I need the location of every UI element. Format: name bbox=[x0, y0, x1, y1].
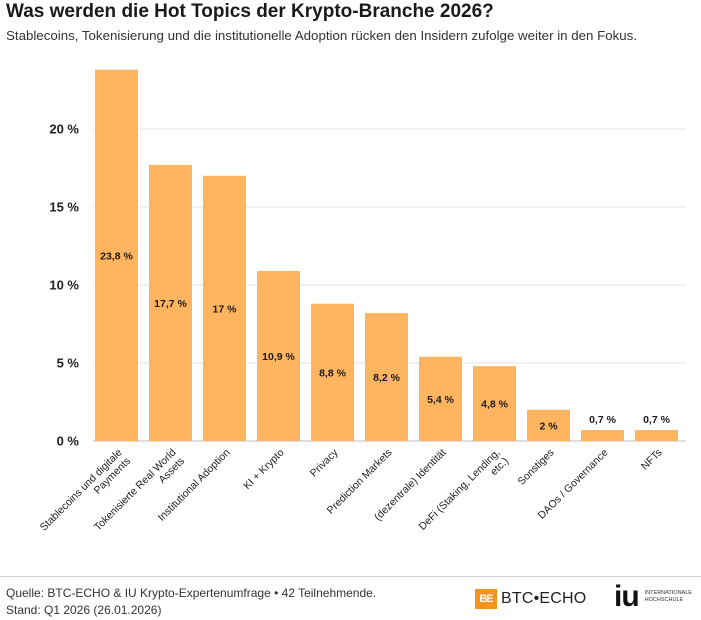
iu-logo-line1: INTERNATIONALE bbox=[644, 590, 692, 596]
bar bbox=[419, 356, 462, 441]
category-label-line: Sonstiges bbox=[516, 447, 557, 488]
y-axis-ticks: 0 % 5 % 10 % 15 % 20 % bbox=[49, 122, 79, 449]
bar bbox=[203, 175, 246, 442]
bars bbox=[95, 69, 678, 442]
y-tick-label: 20 % bbox=[49, 122, 79, 137]
chart-subtitle: Stablecoins, Tokenisierung und die insti… bbox=[6, 28, 638, 43]
bar bbox=[635, 430, 678, 441]
bar-value-label: 4,8 % bbox=[481, 399, 509, 411]
category-label-text: Privacy bbox=[308, 446, 341, 479]
btc-echo-logo-text: BTC•ECHO bbox=[501, 590, 587, 607]
category-label-text: Stablecoins und digitalePayments bbox=[38, 447, 134, 543]
bar-value-label: 10,9 % bbox=[262, 351, 295, 363]
bar bbox=[311, 303, 354, 441]
category-label: KI + Krypto bbox=[241, 447, 287, 493]
date-line: Stand: Q1 2026 (26.01.2026) bbox=[6, 603, 162, 617]
bar-value-label: 23,8 % bbox=[100, 250, 133, 262]
iu-logo-line2: HOCHSCHULE bbox=[644, 597, 684, 603]
bar-value-label: 17,7 % bbox=[154, 298, 187, 310]
iu-logo-icon: iu bbox=[614, 580, 640, 613]
bar-value-label: 0,7 % bbox=[589, 414, 617, 426]
category-label-line: KI + Krypto bbox=[241, 447, 287, 493]
bar-value-label: 8,2 % bbox=[373, 372, 401, 384]
bar bbox=[473, 366, 516, 441]
bar bbox=[527, 409, 570, 441]
bar-value-labels: 23,8 % 17,7 % 17 % 10,9 % 8,8 % 8,2 % 5,4 % 4,8… bbox=[100, 250, 670, 432]
category-label: NFTs bbox=[639, 447, 665, 473]
bar bbox=[581, 430, 624, 441]
category-label: Sonstiges bbox=[516, 447, 557, 488]
bar-value-label: 5,4 % bbox=[427, 394, 455, 406]
source-note: Quelle: BTC-ECHO & IU Krypto-Expertenumf… bbox=[6, 585, 376, 619]
bar-value-label: 8,8 % bbox=[319, 367, 347, 379]
bar bbox=[95, 69, 138, 441]
footer-divider bbox=[0, 576, 701, 577]
y-tick-label: 0 % bbox=[57, 434, 80, 449]
btc-echo-logo: BE BTC•ECHO bbox=[475, 589, 586, 609]
y-tick-label: 15 % bbox=[49, 200, 79, 215]
category-label-text: KI + Krypto bbox=[241, 447, 287, 493]
iu-logo-text: INTERNATIONALE HOCHSCHULE bbox=[645, 590, 692, 604]
y-tick-label: 10 % bbox=[49, 278, 79, 293]
category-label: Privacy bbox=[308, 446, 341, 479]
bar-value-label: 2 % bbox=[539, 420, 558, 432]
source-line: Quelle: BTC-ECHO & IU Krypto-Expertenumf… bbox=[6, 586, 377, 600]
category-label: Stablecoins und digitalePayments bbox=[38, 447, 134, 543]
chart-title: Was werden die Hot Topics der Krypto-Bra… bbox=[6, 1, 494, 22]
x-axis-category-labels: Stablecoins und digitalePaymentsTokenisi… bbox=[38, 446, 665, 543]
bar bbox=[257, 270, 300, 441]
category-label-text: Sonstiges bbox=[516, 447, 557, 488]
iu-logo: iu INTERNATIONALE HOCHSCHULE bbox=[614, 582, 692, 612]
bar bbox=[365, 313, 408, 441]
btc-echo-logo-icon: BE bbox=[475, 589, 497, 609]
category-label-text: NFTs bbox=[639, 447, 665, 473]
category-label-line: Privacy bbox=[308, 446, 341, 479]
bar-value-label: 0,7 % bbox=[643, 414, 671, 426]
bar-value-label: 17 % bbox=[213, 303, 238, 315]
category-label-line: NFTs bbox=[639, 447, 665, 473]
bar bbox=[149, 164, 192, 441]
y-tick-label: 5 % bbox=[57, 356, 80, 371]
bar-chart: 0 % 5 % 10 % 15 % 20 % 23,8 % 17,7 % 17 % 10,9 … bbox=[38, 69, 686, 543]
